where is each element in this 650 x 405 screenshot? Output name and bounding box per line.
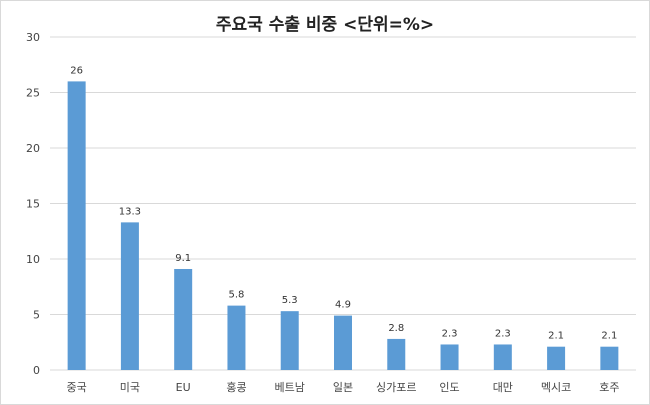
value-label: 2.3	[442, 328, 458, 339]
bar	[387, 338, 406, 370]
bar	[334, 315, 352, 370]
category-label: 미국	[120, 381, 140, 394]
bar	[440, 344, 459, 370]
y-tick-label: 5	[33, 309, 40, 322]
category-label: 중국	[67, 381, 87, 394]
bar	[280, 311, 299, 370]
category-label: 일본	[333, 380, 353, 394]
category-label: 홍콩	[226, 380, 246, 394]
category-label: 인도	[439, 381, 459, 394]
gridlines	[50, 36, 636, 371]
bar	[227, 305, 246, 370]
y-tick-label: 30	[26, 31, 40, 44]
bar	[600, 346, 619, 370]
bar	[174, 268, 193, 370]
value-label: 5.3	[282, 295, 298, 306]
bar	[547, 346, 566, 370]
category-label: 싱가포르	[376, 381, 416, 394]
value-label: 13.3	[119, 206, 141, 217]
value-label: 2.8	[388, 323, 404, 334]
value-label: 9.1	[175, 253, 191, 264]
value-label: 26	[70, 65, 83, 76]
value-label: 2.3	[495, 328, 511, 339]
y-tick-label: 15	[26, 198, 40, 211]
bars	[67, 81, 619, 371]
value-labels: 26 13.3 9.1 5.8 5.3 4.9 2.8 2.3 2.3 2.1 2.1	[70, 65, 617, 341]
y-axis-ticks: 0 5 10 15 20 25 30	[26, 31, 40, 377]
category-label: 베트남	[275, 381, 305, 394]
value-label: 2.1	[548, 331, 564, 342]
category-label: 호주	[599, 381, 619, 394]
value-label: 4.9	[335, 300, 351, 311]
bar	[67, 81, 86, 371]
category-label: 대만	[493, 381, 513, 394]
y-tick-label: 25	[26, 87, 40, 100]
y-tick-label: 20	[26, 142, 40, 155]
bar	[493, 344, 512, 370]
value-label: 5.8	[229, 290, 245, 301]
y-tick-label: 10	[26, 253, 40, 266]
bar	[120, 222, 139, 370]
category-label: 멕시코	[541, 381, 571, 394]
y-tick-label: 0	[33, 364, 40, 377]
category-label: EU	[176, 381, 191, 394]
chart-title: 주요국 수출 비중 <단위=%>	[215, 15, 435, 35]
value-label: 2.1	[601, 331, 617, 342]
x-axis-categories: 중국 미국 EU 홍콩 베트남 일본 싱가포르 인도 대만 멕시코 호주	[67, 380, 620, 394]
